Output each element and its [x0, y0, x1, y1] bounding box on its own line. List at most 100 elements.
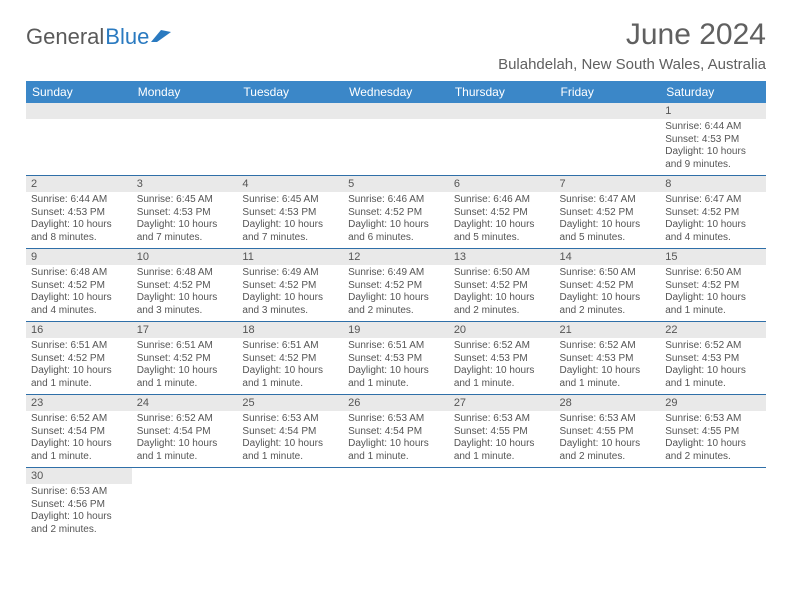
day-line: Sunset: 4:53 PM — [665, 353, 761, 366]
calendar-cell: 9Sunrise: 6:48 AMSunset: 4:52 PMDaylight… — [26, 249, 132, 322]
day-line: Sunset: 4:52 PM — [665, 280, 761, 293]
day-line: Sunrise: 6:51 AM — [137, 340, 233, 353]
day-line: Sunset: 4:52 PM — [242, 353, 338, 366]
calendar-cell — [237, 103, 343, 176]
day-body: Sunrise: 6:52 AMSunset: 4:54 PMDaylight:… — [26, 411, 132, 467]
day-line: and 2 minutes. — [454, 305, 550, 318]
day-body — [237, 484, 343, 524]
day-line: and 1 minute. — [454, 378, 550, 391]
day-number — [449, 103, 555, 119]
day-line: and 4 minutes. — [31, 305, 127, 318]
day-number — [237, 103, 343, 119]
day-number — [343, 103, 449, 119]
weekday-header: Monday — [132, 81, 238, 103]
day-body: Sunrise: 6:52 AMSunset: 4:54 PMDaylight:… — [132, 411, 238, 467]
day-number: 4 — [237, 176, 343, 192]
day-line: and 2 minutes. — [560, 451, 656, 464]
calendar-cell: 8Sunrise: 6:47 AMSunset: 4:52 PMDaylight… — [660, 176, 766, 249]
day-line: Daylight: 10 hours — [242, 365, 338, 378]
calendar-cell: 20Sunrise: 6:52 AMSunset: 4:53 PMDayligh… — [449, 322, 555, 395]
day-body: Sunrise: 6:53 AMSunset: 4:54 PMDaylight:… — [237, 411, 343, 467]
day-line: and 3 minutes. — [137, 305, 233, 318]
day-line: Sunset: 4:53 PM — [31, 207, 127, 220]
flag-icon — [151, 28, 173, 44]
day-body: Sunrise: 6:53 AMSunset: 4:56 PMDaylight:… — [26, 484, 132, 540]
day-body: Sunrise: 6:45 AMSunset: 4:53 PMDaylight:… — [237, 192, 343, 248]
day-line: Sunset: 4:54 PM — [137, 426, 233, 439]
day-line: Sunset: 4:54 PM — [242, 426, 338, 439]
day-line: Daylight: 10 hours — [242, 292, 338, 305]
day-line: Sunset: 4:52 PM — [242, 280, 338, 293]
day-line: Sunset: 4:52 PM — [31, 353, 127, 366]
day-body: Sunrise: 6:51 AMSunset: 4:53 PMDaylight:… — [343, 338, 449, 394]
day-number: 17 — [132, 322, 238, 338]
day-number: 10 — [132, 249, 238, 265]
calendar-cell — [343, 103, 449, 176]
day-body: Sunrise: 6:51 AMSunset: 4:52 PMDaylight:… — [237, 338, 343, 394]
day-line: Daylight: 10 hours — [31, 219, 127, 232]
day-line: Daylight: 10 hours — [137, 292, 233, 305]
calendar-cell: 17Sunrise: 6:51 AMSunset: 4:52 PMDayligh… — [132, 322, 238, 395]
day-line: Sunrise: 6:53 AM — [665, 413, 761, 426]
day-line: Sunset: 4:56 PM — [31, 499, 127, 512]
day-line: and 1 minute. — [242, 378, 338, 391]
day-number: 9 — [26, 249, 132, 265]
day-line: Sunrise: 6:51 AM — [348, 340, 444, 353]
day-body: Sunrise: 6:49 AMSunset: 4:52 PMDaylight:… — [237, 265, 343, 321]
day-body: Sunrise: 6:53 AMSunset: 4:54 PMDaylight:… — [343, 411, 449, 467]
calendar-cell: 5Sunrise: 6:46 AMSunset: 4:52 PMDaylight… — [343, 176, 449, 249]
day-line: Sunrise: 6:49 AM — [348, 267, 444, 280]
calendar-cell: 15Sunrise: 6:50 AMSunset: 4:52 PMDayligh… — [660, 249, 766, 322]
day-line: Sunrise: 6:46 AM — [348, 194, 444, 207]
day-line: Sunset: 4:55 PM — [665, 426, 761, 439]
day-line: Sunset: 4:52 PM — [560, 280, 656, 293]
day-body: Sunrise: 6:47 AMSunset: 4:52 PMDaylight:… — [555, 192, 661, 248]
day-body — [555, 484, 661, 524]
day-body — [449, 119, 555, 159]
day-body — [343, 484, 449, 524]
day-line: Sunrise: 6:52 AM — [137, 413, 233, 426]
day-number: 28 — [555, 395, 661, 411]
day-line: Daylight: 10 hours — [560, 438, 656, 451]
day-line: Daylight: 10 hours — [560, 219, 656, 232]
calendar-cell: 25Sunrise: 6:53 AMSunset: 4:54 PMDayligh… — [237, 395, 343, 468]
day-line: Sunrise: 6:44 AM — [31, 194, 127, 207]
day-body: Sunrise: 6:52 AMSunset: 4:53 PMDaylight:… — [660, 338, 766, 394]
day-number — [555, 468, 661, 484]
day-line: Sunrise: 6:53 AM — [454, 413, 550, 426]
calendar-cell — [132, 468, 238, 541]
day-line: Daylight: 10 hours — [348, 438, 444, 451]
calendar-cell: 21Sunrise: 6:52 AMSunset: 4:53 PMDayligh… — [555, 322, 661, 395]
calendar-cell: 3Sunrise: 6:45 AMSunset: 4:53 PMDaylight… — [132, 176, 238, 249]
calendar-cell: 27Sunrise: 6:53 AMSunset: 4:55 PMDayligh… — [449, 395, 555, 468]
day-line: Sunset: 4:52 PM — [137, 353, 233, 366]
day-line: Sunset: 4:53 PM — [560, 353, 656, 366]
day-number: 29 — [660, 395, 766, 411]
day-line: Sunset: 4:52 PM — [348, 207, 444, 220]
day-number — [660, 468, 766, 484]
page-title: June 2024 — [498, 18, 766, 52]
day-line: and 3 minutes. — [242, 305, 338, 318]
day-line: Sunset: 4:52 PM — [454, 207, 550, 220]
day-line: Daylight: 10 hours — [348, 292, 444, 305]
day-line: and 5 minutes. — [454, 232, 550, 245]
day-line: and 1 minute. — [137, 451, 233, 464]
day-line: and 6 minutes. — [348, 232, 444, 245]
day-number — [555, 103, 661, 119]
calendar-cell — [343, 468, 449, 541]
day-number: 2 — [26, 176, 132, 192]
day-number: 7 — [555, 176, 661, 192]
calendar-week-row: 30Sunrise: 6:53 AMSunset: 4:56 PMDayligh… — [26, 468, 766, 541]
day-number — [449, 468, 555, 484]
calendar-cell — [449, 103, 555, 176]
day-number — [132, 103, 238, 119]
day-line: and 1 minute. — [137, 378, 233, 391]
day-number: 11 — [237, 249, 343, 265]
calendar-cell: 11Sunrise: 6:49 AMSunset: 4:52 PMDayligh… — [237, 249, 343, 322]
day-line: Sunrise: 6:49 AM — [242, 267, 338, 280]
day-line: Daylight: 10 hours — [454, 365, 550, 378]
calendar-cell — [660, 468, 766, 541]
day-line: Sunset: 4:55 PM — [454, 426, 550, 439]
day-number — [132, 468, 238, 484]
day-line: Sunset: 4:54 PM — [31, 426, 127, 439]
